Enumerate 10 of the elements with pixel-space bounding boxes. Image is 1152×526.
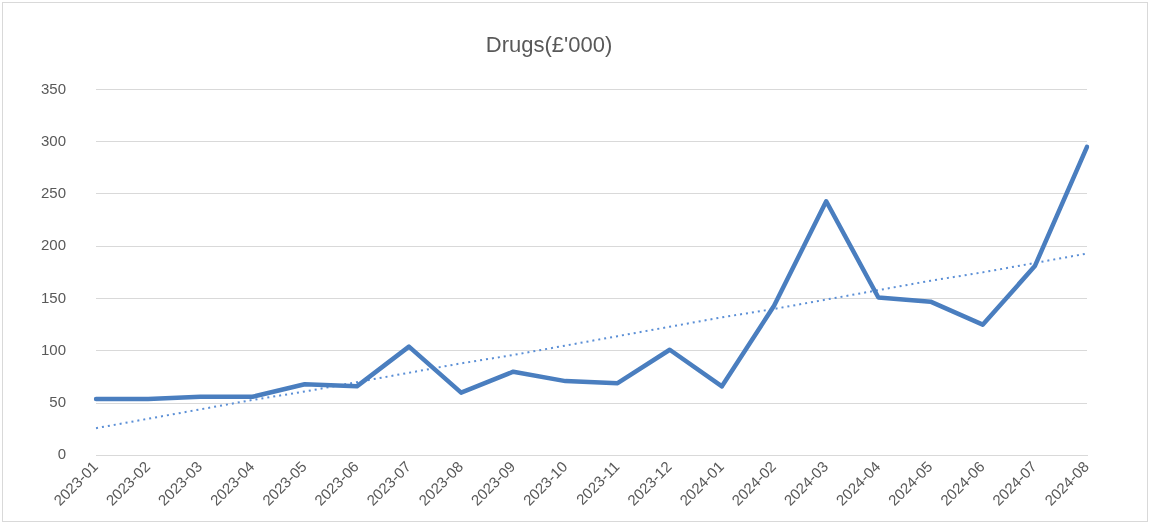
y-tick-label: 350 [41, 79, 67, 97]
y-tick-label: 250 [41, 184, 67, 202]
y-tick-label: 300 [41, 131, 67, 149]
chart-title: Drugs(£'000) [485, 32, 613, 58]
y-tick-label: 150 [41, 288, 67, 306]
y-tick-label: 200 [41, 236, 67, 254]
y-tick-label: 50 [49, 393, 67, 411]
y-tick-label: 100 [41, 340, 67, 358]
y-tick-label: 0 [57, 445, 67, 463]
line-series [95, 252, 1088, 430]
